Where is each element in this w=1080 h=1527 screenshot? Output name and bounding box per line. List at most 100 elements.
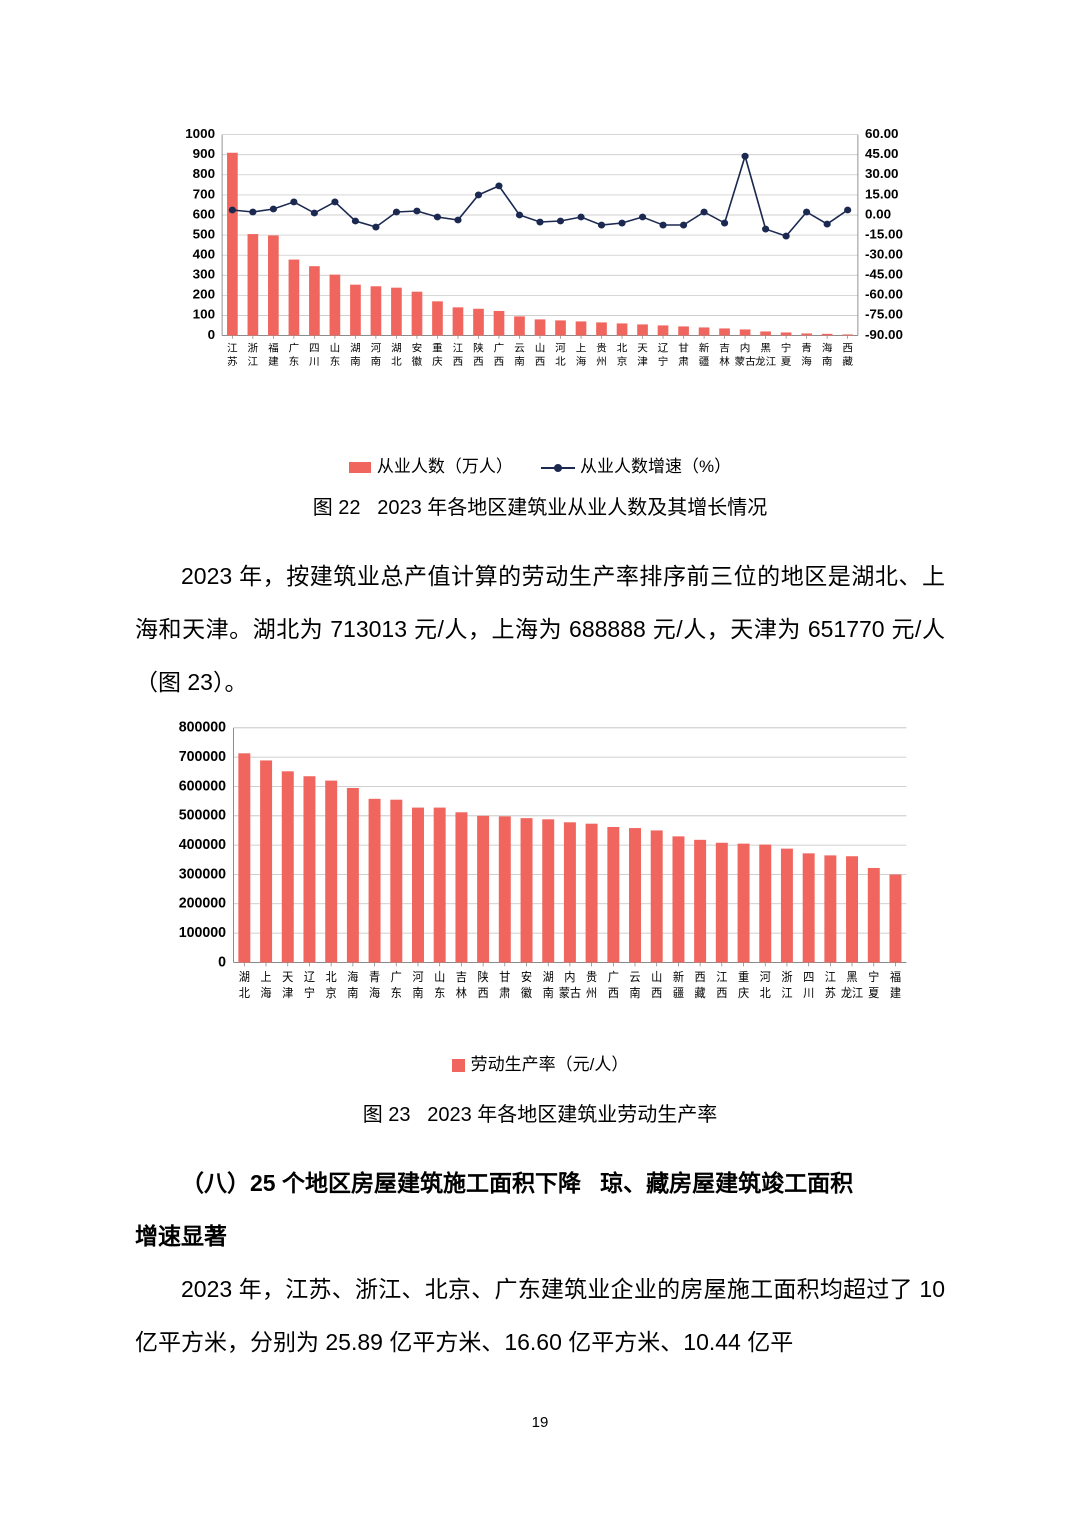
svg-text:100000: 100000 <box>179 925 226 941</box>
svg-text:400000: 400000 <box>179 837 226 853</box>
svg-text:宁: 宁 <box>304 986 315 1000</box>
svg-text:南: 南 <box>347 986 358 1000</box>
svg-text:川: 川 <box>803 987 814 1000</box>
svg-text:东: 东 <box>391 987 402 1000</box>
svg-text:龙江: 龙江 <box>755 355 776 368</box>
svg-text:安: 安 <box>521 970 532 984</box>
svg-text:西: 西 <box>651 988 662 1000</box>
svg-text:西: 西 <box>608 988 619 1000</box>
svg-text:北: 北 <box>391 356 402 368</box>
svg-text:800: 800 <box>193 167 215 182</box>
svg-text:建: 建 <box>268 355 279 368</box>
svg-text:四: 四 <box>803 972 814 984</box>
svg-text:-45.00: -45.00 <box>865 267 903 282</box>
svg-text:湖: 湖 <box>239 970 250 984</box>
svg-text:南: 南 <box>350 355 361 368</box>
svg-text:南: 南 <box>371 355 382 368</box>
svg-text:天: 天 <box>282 972 294 984</box>
svg-text:吉: 吉 <box>719 343 730 355</box>
svg-text:海: 海 <box>369 986 381 1000</box>
svg-text:15.00: 15.00 <box>865 187 899 202</box>
svg-text:天: 天 <box>637 344 648 355</box>
svg-text:-60.00: -60.00 <box>865 287 903 302</box>
svg-text:建: 建 <box>890 986 902 1000</box>
svg-text:30.00: 30.00 <box>865 167 899 182</box>
svg-text:河: 河 <box>412 971 424 984</box>
svg-text:苏: 苏 <box>825 987 836 1000</box>
svg-text:青: 青 <box>369 971 380 984</box>
svg-text:林: 林 <box>719 355 730 368</box>
svg-text:400: 400 <box>193 247 215 262</box>
svg-text:林: 林 <box>456 986 468 1000</box>
svg-text:上: 上 <box>260 971 271 984</box>
svg-text:南: 南 <box>412 986 423 1000</box>
svg-text:南: 南 <box>629 986 640 1000</box>
svg-text:浙: 浙 <box>781 971 793 984</box>
svg-text:500000: 500000 <box>179 807 226 823</box>
svg-text:南: 南 <box>822 355 833 368</box>
svg-text:疆: 疆 <box>699 356 710 368</box>
svg-text:内: 内 <box>564 970 575 984</box>
svg-text:西: 西 <box>453 357 464 368</box>
svg-text:海: 海 <box>347 970 359 984</box>
svg-text:州: 州 <box>596 356 607 368</box>
svg-text:苏: 苏 <box>227 355 238 368</box>
svg-text:南: 南 <box>514 355 525 368</box>
svg-text:湖: 湖 <box>350 343 361 355</box>
svg-text:45.00: 45.00 <box>865 146 899 161</box>
svg-text:夏: 夏 <box>868 987 880 1000</box>
svg-text:西: 西 <box>716 988 727 1000</box>
svg-text:广: 广 <box>289 343 300 355</box>
svg-text:蒙古: 蒙古 <box>734 355 755 368</box>
svg-text:湖: 湖 <box>391 343 402 355</box>
svg-text:藏: 藏 <box>842 356 853 368</box>
svg-text:庆: 庆 <box>432 355 443 368</box>
svg-text:蒙古: 蒙古 <box>559 986 581 1000</box>
svg-text:甘: 甘 <box>499 971 510 984</box>
svg-text:300000: 300000 <box>179 866 226 882</box>
svg-text:庆: 庆 <box>738 986 750 1000</box>
svg-text:内: 内 <box>740 342 751 355</box>
svg-text:京: 京 <box>326 986 337 1000</box>
svg-text:海: 海 <box>260 986 272 1000</box>
svg-text:津: 津 <box>637 356 648 368</box>
svg-text:肃: 肃 <box>678 356 689 368</box>
svg-text:江: 江 <box>781 987 793 1000</box>
svg-text:西: 西 <box>535 357 546 368</box>
svg-text:600: 600 <box>193 207 215 222</box>
svg-text:黑: 黑 <box>760 343 771 355</box>
svg-text:宁: 宁 <box>658 355 669 368</box>
svg-text:吉: 吉 <box>456 971 467 984</box>
svg-text:龙江: 龙江 <box>841 987 864 1000</box>
svg-text:600000: 600000 <box>179 778 226 794</box>
svg-text:山: 山 <box>330 343 341 355</box>
svg-text:西: 西 <box>478 988 489 1000</box>
svg-text:南: 南 <box>543 986 554 1000</box>
svg-text:青: 青 <box>801 342 812 355</box>
svg-text:-90.00: -90.00 <box>865 327 903 342</box>
svg-text:贵: 贵 <box>586 971 597 984</box>
svg-text:肃: 肃 <box>499 987 510 1000</box>
svg-text:北: 北 <box>760 987 772 1000</box>
svg-text:江: 江 <box>248 356 259 368</box>
svg-text:河: 河 <box>555 343 566 355</box>
svg-text:北: 北 <box>239 987 251 1000</box>
svg-text:200: 200 <box>193 287 215 302</box>
svg-text:500: 500 <box>193 227 215 242</box>
svg-text:四: 四 <box>309 344 320 355</box>
svg-text:京: 京 <box>617 355 628 368</box>
svg-text:900: 900 <box>193 146 215 161</box>
svg-text:西: 西 <box>842 344 853 355</box>
svg-text:重: 重 <box>738 970 749 984</box>
svg-text:重: 重 <box>432 342 443 355</box>
svg-text:60.00: 60.00 <box>865 128 899 141</box>
svg-text:甘: 甘 <box>678 342 689 355</box>
svg-text:海: 海 <box>576 355 587 368</box>
svg-text:湖: 湖 <box>543 970 554 984</box>
svg-text:安: 安 <box>412 342 423 355</box>
svg-text:上: 上 <box>576 343 587 355</box>
svg-text:广: 广 <box>494 343 505 355</box>
svg-text:疆: 疆 <box>673 987 684 1000</box>
svg-text:福: 福 <box>890 970 901 984</box>
svg-text:夏: 夏 <box>781 356 792 368</box>
